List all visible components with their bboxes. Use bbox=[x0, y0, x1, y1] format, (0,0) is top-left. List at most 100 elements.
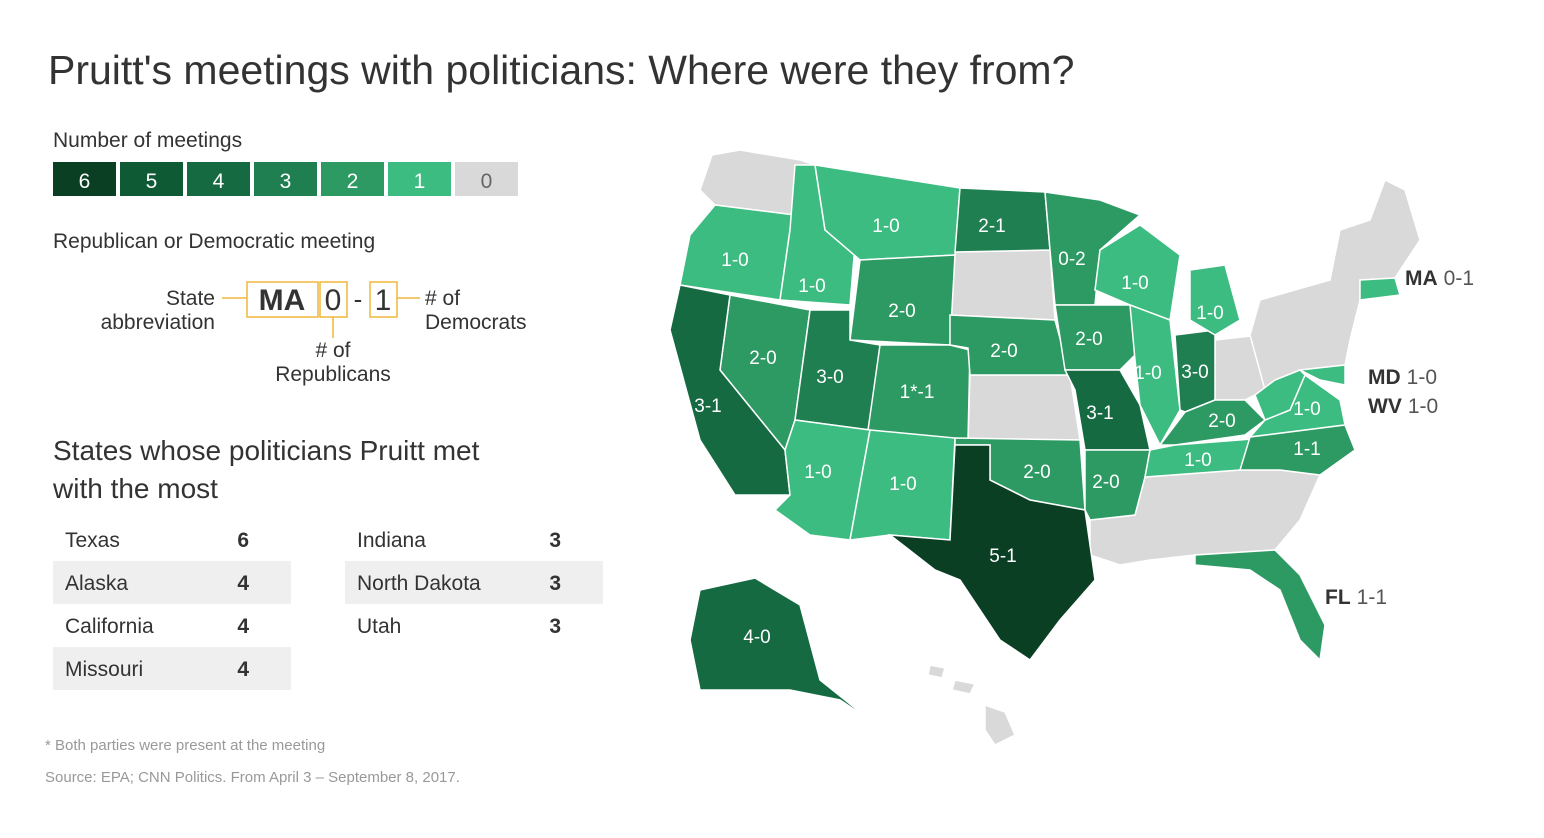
table-row-bg bbox=[345, 561, 603, 604]
legend-swatch bbox=[321, 162, 384, 196]
callout: FL 1-1 bbox=[1325, 586, 1387, 609]
state-label: 3-1 bbox=[694, 396, 721, 417]
table-value: 4 bbox=[237, 572, 249, 595]
legend-swatch bbox=[388, 162, 451, 196]
table-value: 4 bbox=[237, 658, 249, 681]
key-label: # of bbox=[315, 339, 350, 362]
table-name: California bbox=[65, 615, 154, 638]
title: Pruitt's meetings with politicians: Wher… bbox=[48, 47, 1074, 93]
key-label: Republicans bbox=[275, 363, 391, 386]
state-label: 1-0 bbox=[1293, 399, 1320, 420]
callout: WV 1-0 bbox=[1368, 395, 1438, 418]
state bbox=[1254, 369, 1306, 421]
key-rep: 0 bbox=[325, 284, 342, 317]
state-label: 2-0 bbox=[749, 348, 776, 369]
state bbox=[949, 314, 1071, 376]
table-name: Indiana bbox=[357, 529, 426, 552]
state bbox=[1238, 424, 1356, 476]
state-label: 0-2 bbox=[1058, 249, 1085, 270]
state bbox=[984, 703, 1016, 746]
state bbox=[1194, 549, 1326, 662]
legend-swatch bbox=[120, 162, 183, 196]
state-label: 1-0 bbox=[1196, 303, 1223, 324]
state-label: 3-0 bbox=[1181, 362, 1208, 383]
legend-swatch bbox=[254, 162, 317, 196]
legend-swatch bbox=[455, 162, 518, 196]
state bbox=[1189, 264, 1241, 336]
map: 1-0 1-0 1-0 2-0 2-0 3-1 3-0 1*-1 1-0 1-0 2-1 2-0 2-0… bbox=[669, 149, 1474, 746]
state-label: 1-0 bbox=[1184, 450, 1211, 471]
legend-label: 6 bbox=[79, 170, 91, 193]
table-value: 6 bbox=[237, 529, 249, 552]
state-label: 1-0 bbox=[1121, 273, 1148, 294]
callout-score: 1-0 bbox=[1408, 395, 1438, 418]
table-value: 3 bbox=[549, 529, 561, 552]
legend-title: Number of meetings bbox=[53, 129, 242, 152]
state-label: 1-0 bbox=[872, 216, 899, 237]
state-label: 1-0 bbox=[804, 462, 831, 483]
key-box bbox=[369, 281, 398, 318]
callout: MA 0-1 bbox=[1405, 267, 1474, 290]
table-title: States whose politicians Pruitt met bbox=[53, 435, 480, 466]
table-name: Missouri bbox=[65, 658, 143, 681]
key-label: abbreviation bbox=[101, 311, 215, 334]
state bbox=[1158, 399, 1267, 446]
state-label: 1-0 bbox=[1134, 363, 1161, 384]
state-label: 1-0 bbox=[798, 276, 825, 297]
state bbox=[849, 254, 956, 346]
key-dem: 1 bbox=[375, 284, 392, 317]
state bbox=[1297, 364, 1346, 386]
source: Source: EPA; CNN Politics. From April 3 … bbox=[45, 769, 460, 786]
footnote: * Both parties were present at the meeti… bbox=[45, 737, 325, 754]
state-label: 1-1 bbox=[1293, 439, 1320, 460]
state bbox=[689, 577, 871, 721]
state-label: 2-0 bbox=[1023, 462, 1050, 483]
table-row-bg bbox=[53, 647, 291, 690]
table-value: 3 bbox=[549, 572, 561, 595]
state-label: 2-0 bbox=[1208, 411, 1235, 432]
callout: MD 1-0 bbox=[1368, 366, 1437, 389]
legend-label: 4 bbox=[213, 170, 225, 193]
state bbox=[949, 249, 1056, 321]
state-label: 4-0 bbox=[743, 627, 770, 648]
state-label: 1-0 bbox=[889, 474, 916, 495]
legend-label: 1 bbox=[414, 170, 426, 193]
state-label: 2-1 bbox=[978, 216, 1005, 237]
table-name: Texas bbox=[65, 529, 120, 552]
state-label: 2-0 bbox=[1075, 329, 1102, 350]
table-value: 3 bbox=[549, 615, 561, 638]
table-name: Alaska bbox=[65, 572, 128, 595]
key-diagram: State abbreviation MA 0 - 1 # of Democra… bbox=[101, 281, 527, 386]
table-name: Utah bbox=[357, 615, 401, 638]
key-box bbox=[246, 281, 319, 318]
callout-abbr: FL bbox=[1325, 586, 1351, 609]
legend-label: 5 bbox=[146, 170, 158, 193]
state-label: 1*-1 bbox=[900, 382, 935, 403]
callout-score: 1-0 bbox=[1407, 366, 1437, 389]
callout-abbr: WV bbox=[1368, 395, 1402, 418]
state bbox=[951, 679, 977, 695]
key-title: Republican or Democratic meeting bbox=[53, 230, 375, 253]
state bbox=[887, 444, 1096, 662]
state bbox=[1359, 277, 1401, 301]
state bbox=[1054, 304, 1141, 371]
table-name: North Dakota bbox=[357, 572, 481, 595]
legend-swatch bbox=[53, 162, 116, 196]
legend-label: 2 bbox=[347, 170, 359, 193]
state-label: 1-0 bbox=[721, 250, 748, 271]
callout-score: 1-1 bbox=[1357, 586, 1387, 609]
legend-label: 0 bbox=[481, 170, 493, 193]
callout-abbr: MA bbox=[1405, 267, 1438, 290]
key-dash: - bbox=[354, 284, 363, 314]
legend-label: 3 bbox=[280, 170, 292, 193]
table-title: with the most bbox=[52, 473, 218, 504]
callout-score: 0-1 bbox=[1444, 267, 1474, 290]
state-label: 2-0 bbox=[888, 301, 915, 322]
state bbox=[927, 664, 946, 679]
key-label: Democrats bbox=[425, 311, 527, 334]
state-label: 3-0 bbox=[816, 367, 843, 388]
state-label: 2-0 bbox=[1092, 472, 1119, 493]
key-label: # of bbox=[425, 287, 460, 310]
